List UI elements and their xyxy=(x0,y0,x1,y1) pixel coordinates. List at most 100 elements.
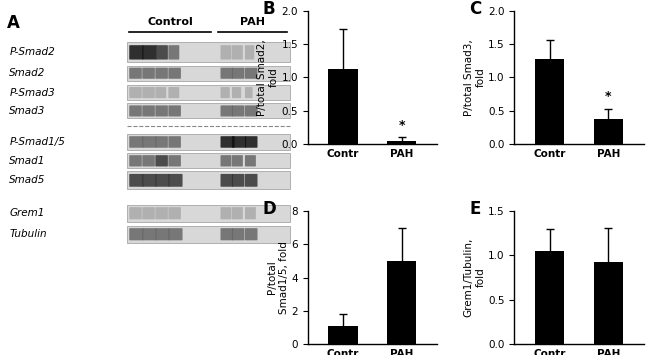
FancyBboxPatch shape xyxy=(220,228,233,240)
Text: P-Smad3: P-Smad3 xyxy=(9,88,55,98)
FancyBboxPatch shape xyxy=(129,87,142,98)
FancyBboxPatch shape xyxy=(155,228,170,240)
FancyBboxPatch shape xyxy=(127,171,289,189)
FancyBboxPatch shape xyxy=(142,155,155,166)
Text: Tubulin: Tubulin xyxy=(9,229,47,239)
FancyBboxPatch shape xyxy=(245,87,253,98)
FancyBboxPatch shape xyxy=(232,87,241,98)
FancyBboxPatch shape xyxy=(127,85,289,100)
FancyBboxPatch shape xyxy=(155,155,168,166)
FancyBboxPatch shape xyxy=(245,207,256,219)
FancyBboxPatch shape xyxy=(220,207,231,219)
FancyBboxPatch shape xyxy=(127,153,289,169)
Y-axis label: P/total
Smad1/5, fold: P/total Smad1/5, fold xyxy=(267,241,289,314)
FancyBboxPatch shape xyxy=(168,136,181,148)
Text: Smad3: Smad3 xyxy=(9,106,46,116)
FancyBboxPatch shape xyxy=(168,174,183,187)
FancyBboxPatch shape xyxy=(220,174,233,187)
FancyBboxPatch shape xyxy=(245,68,257,79)
Text: D: D xyxy=(263,200,276,218)
FancyBboxPatch shape xyxy=(155,68,168,79)
FancyBboxPatch shape xyxy=(127,226,289,242)
Bar xyxy=(535,59,564,144)
Bar xyxy=(387,141,417,144)
FancyBboxPatch shape xyxy=(155,45,168,60)
Bar xyxy=(593,119,623,144)
FancyBboxPatch shape xyxy=(127,103,289,119)
Text: C: C xyxy=(469,0,482,18)
FancyBboxPatch shape xyxy=(129,155,142,166)
FancyBboxPatch shape xyxy=(168,87,179,98)
FancyBboxPatch shape xyxy=(129,45,144,60)
Text: P-Smad2: P-Smad2 xyxy=(9,47,55,58)
Bar xyxy=(593,262,623,344)
Text: E: E xyxy=(469,200,480,218)
FancyBboxPatch shape xyxy=(168,207,181,219)
Text: Smad5: Smad5 xyxy=(9,175,46,185)
FancyBboxPatch shape xyxy=(220,68,233,79)
FancyBboxPatch shape xyxy=(232,105,244,116)
Text: Smad1: Smad1 xyxy=(9,156,46,166)
FancyBboxPatch shape xyxy=(155,87,166,98)
FancyBboxPatch shape xyxy=(168,45,179,60)
Bar xyxy=(328,69,358,144)
Text: A: A xyxy=(6,14,20,32)
FancyBboxPatch shape xyxy=(220,155,231,166)
FancyBboxPatch shape xyxy=(232,136,246,148)
FancyBboxPatch shape xyxy=(127,134,289,150)
FancyBboxPatch shape xyxy=(129,105,142,116)
FancyBboxPatch shape xyxy=(168,68,181,79)
FancyBboxPatch shape xyxy=(127,42,289,62)
FancyBboxPatch shape xyxy=(142,68,155,79)
FancyBboxPatch shape xyxy=(142,136,157,148)
FancyBboxPatch shape xyxy=(168,228,183,240)
FancyBboxPatch shape xyxy=(129,136,144,148)
Text: Grem1: Grem1 xyxy=(9,208,45,218)
Text: *: * xyxy=(605,91,612,103)
FancyBboxPatch shape xyxy=(220,87,230,98)
FancyBboxPatch shape xyxy=(245,105,257,116)
FancyBboxPatch shape xyxy=(232,228,244,240)
FancyBboxPatch shape xyxy=(232,207,243,219)
FancyBboxPatch shape xyxy=(168,105,181,116)
FancyBboxPatch shape xyxy=(129,68,142,79)
FancyBboxPatch shape xyxy=(232,68,244,79)
Y-axis label: P/total Smad2,
fold: P/total Smad2, fold xyxy=(257,39,279,116)
FancyBboxPatch shape xyxy=(142,228,157,240)
FancyBboxPatch shape xyxy=(232,174,244,187)
Text: B: B xyxy=(263,0,276,18)
Text: PAH: PAH xyxy=(240,17,265,27)
FancyBboxPatch shape xyxy=(129,207,142,219)
FancyBboxPatch shape xyxy=(245,174,257,187)
FancyBboxPatch shape xyxy=(155,136,168,148)
Text: Control: Control xyxy=(148,17,193,27)
FancyBboxPatch shape xyxy=(220,105,233,116)
FancyBboxPatch shape xyxy=(220,136,235,148)
FancyBboxPatch shape xyxy=(127,205,289,222)
Text: *: * xyxy=(398,119,405,132)
FancyBboxPatch shape xyxy=(232,155,243,166)
Bar xyxy=(535,251,564,344)
Y-axis label: Grem1/Tubulin,
fold: Grem1/Tubulin, fold xyxy=(463,238,486,317)
Text: Smad2: Smad2 xyxy=(9,68,46,78)
Bar xyxy=(387,261,417,344)
Bar xyxy=(328,326,358,344)
FancyBboxPatch shape xyxy=(245,136,257,148)
FancyBboxPatch shape xyxy=(142,87,155,98)
FancyBboxPatch shape xyxy=(142,207,155,219)
FancyBboxPatch shape xyxy=(127,66,289,81)
FancyBboxPatch shape xyxy=(142,45,157,60)
FancyBboxPatch shape xyxy=(245,155,256,166)
FancyBboxPatch shape xyxy=(155,105,168,116)
FancyBboxPatch shape xyxy=(168,155,181,166)
FancyBboxPatch shape xyxy=(220,45,231,60)
Text: P-Smad1/5: P-Smad1/5 xyxy=(9,137,65,147)
FancyBboxPatch shape xyxy=(245,45,254,60)
FancyBboxPatch shape xyxy=(142,174,157,187)
FancyBboxPatch shape xyxy=(155,174,170,187)
FancyBboxPatch shape xyxy=(245,228,257,240)
FancyBboxPatch shape xyxy=(129,228,144,240)
FancyBboxPatch shape xyxy=(142,105,155,116)
FancyBboxPatch shape xyxy=(129,174,144,187)
FancyBboxPatch shape xyxy=(232,45,243,60)
